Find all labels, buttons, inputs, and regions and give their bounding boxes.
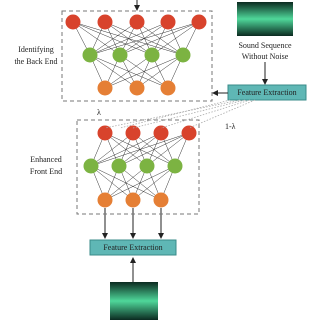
neuron [191,14,207,30]
neuron [175,47,191,63]
edge [89,21,169,56]
neuron [97,14,113,30]
neuron [65,14,81,30]
dotted-links [104,99,256,129]
label: Enhanced [30,155,62,164]
waveform-noisy [110,282,158,320]
back-end-box [61,10,213,102]
neuron [97,80,113,96]
neuron [112,47,128,63]
edge [151,21,200,56]
edge [90,132,162,167]
neuron [125,192,141,208]
front-end-box [76,119,200,215]
edge [104,165,176,201]
neuron [153,125,169,141]
neuron [167,158,183,174]
edge [89,54,138,89]
neuron [160,80,176,96]
neuron [97,125,113,141]
neuron [125,125,141,141]
neuron [153,192,169,208]
edge [136,54,184,89]
label: Feature Extraction [103,243,162,252]
label: Feature Extraction [237,88,296,97]
label: 1-λ [225,122,236,131]
edge [104,165,148,201]
edge [72,21,121,56]
label: Without Noise [242,52,289,61]
edge [90,132,190,167]
label: Identifying [18,45,54,54]
neuron [181,125,197,141]
neuron [82,47,98,63]
label: λ [97,108,101,117]
waveform-clean [237,2,293,36]
edge [119,21,200,56]
neuron [144,47,160,63]
edge [89,54,169,89]
edge [132,165,176,201]
edge [90,132,134,167]
neuron [111,158,127,174]
neuron [160,14,176,30]
neuron [139,158,155,174]
neuron [129,14,145,30]
neuron [83,158,99,174]
edge [89,21,200,56]
neuron [97,192,113,208]
label: Front End [30,167,62,176]
edge [72,21,184,56]
label: the Back End [14,57,57,66]
label: Sound Sequence [238,41,292,50]
edge [146,132,190,167]
edge [118,132,190,167]
nodes [65,14,207,208]
edge [89,21,138,56]
edge [104,54,184,89]
neuron [129,80,145,96]
feature-box [89,239,177,256]
edge [104,54,153,89]
